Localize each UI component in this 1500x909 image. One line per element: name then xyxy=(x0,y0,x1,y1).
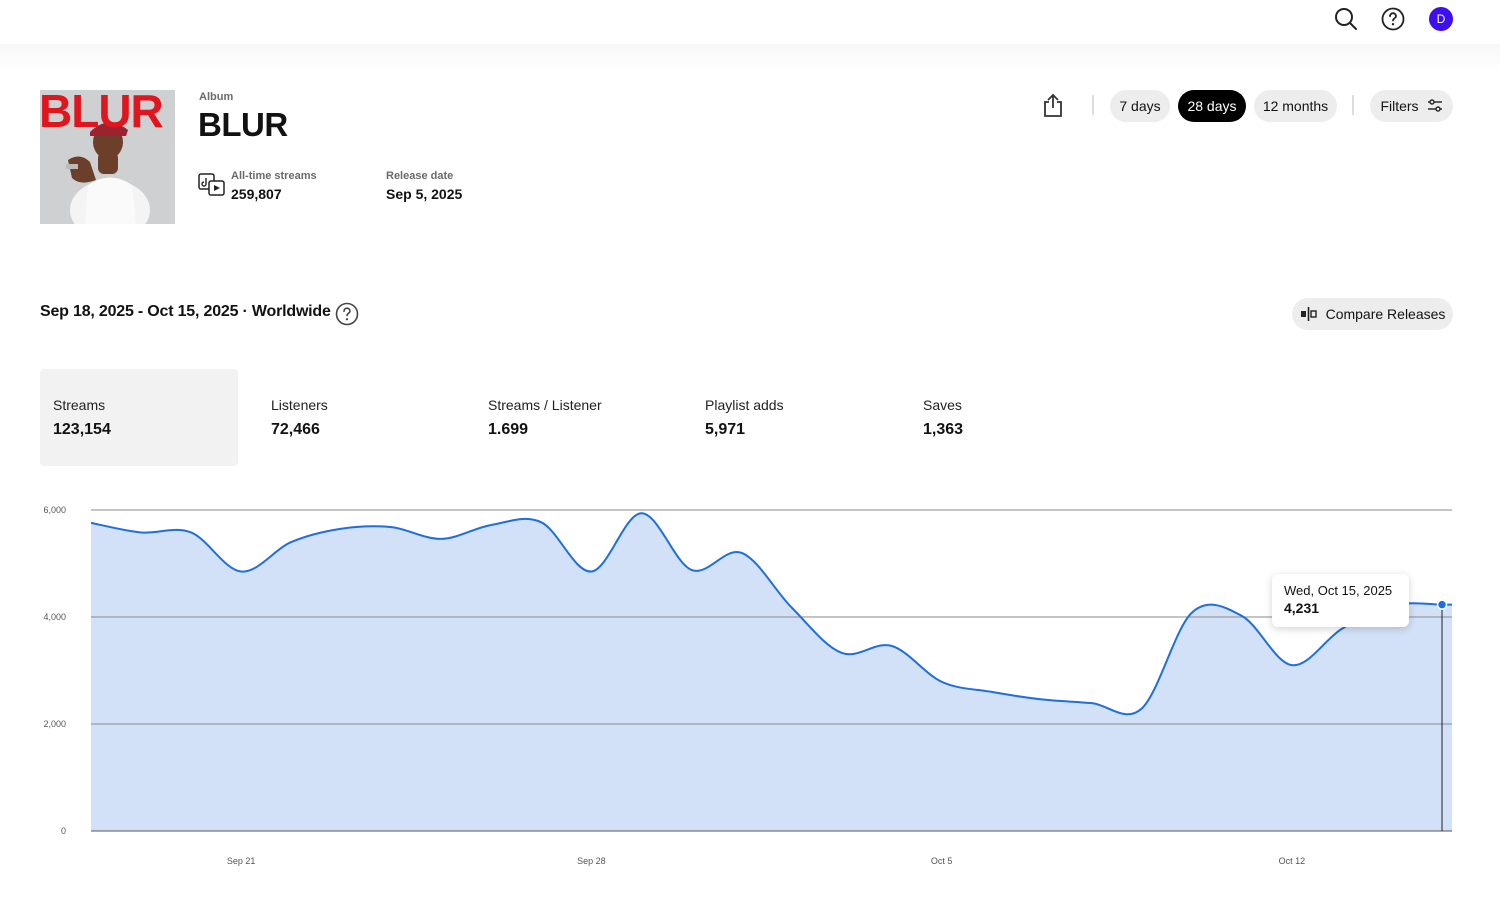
stat-value: 1,363 xyxy=(923,421,964,438)
compare-releases-label: Compare Releases xyxy=(1325,306,1446,322)
date-range-title: Sep 18, 2025 - Oct 15, 2025 · Worldwide xyxy=(40,303,331,320)
divider xyxy=(1352,95,1354,115)
series-area xyxy=(91,513,1452,831)
divider xyxy=(1092,95,1094,115)
stat-label: Saves xyxy=(923,397,962,413)
hover-point xyxy=(1436,599,1448,610)
range-7-days-button[interactable]: 7 days xyxy=(1110,90,1170,122)
stat-value: 5,971 xyxy=(705,421,746,438)
x-tick-label: Oct 5 xyxy=(931,856,953,866)
all-time-streams-label: All-time streams xyxy=(231,170,317,182)
x-tick-label: Sep 21 xyxy=(227,856,256,866)
header-band xyxy=(0,44,1500,72)
chart-tooltip: Wed, Oct 15, 2025 4,231 xyxy=(1272,574,1409,627)
top-bar xyxy=(0,0,1500,44)
search-icon[interactable] xyxy=(1333,6,1359,32)
page-title: BLUR xyxy=(198,106,288,143)
x-tick-label: Oct 12 xyxy=(1279,856,1306,866)
compare-icon xyxy=(1300,307,1317,321)
stat-label: Streams xyxy=(53,397,106,413)
y-tick-label: 2,000 xyxy=(43,719,66,729)
filters-button[interactable]: Filters xyxy=(1370,90,1453,122)
stat-value: 1.699 xyxy=(488,421,529,438)
compare-releases-button[interactable]: Compare Releases xyxy=(1292,298,1453,330)
series-line xyxy=(90,512,1452,716)
stat-label: Playlist adds xyxy=(705,397,784,413)
stat-value: 72,466 xyxy=(271,421,320,438)
share-icon[interactable] xyxy=(1040,92,1066,118)
range-12-months-button[interactable]: 12 months xyxy=(1254,90,1337,122)
range-28-days-button[interactable]: 28 days xyxy=(1178,90,1246,122)
stat-label: Streams / Listener xyxy=(488,397,602,413)
help-icon[interactable] xyxy=(335,302,359,326)
release-date-value: Sep 5, 2025 xyxy=(386,186,463,202)
y-tick-label: 4,000 xyxy=(43,612,66,622)
album-cover: BLUR xyxy=(40,90,175,224)
streams-chart[interactable]: 0 2,000 4,000 6,000 Sep 21 Sep 28 Oct 5 Oct 12 xyxy=(0,490,1500,880)
filters-label: Filters xyxy=(1380,98,1419,114)
help-icon[interactable] xyxy=(1380,6,1406,32)
sliders-icon xyxy=(1427,99,1442,112)
avatar[interactable]: D xyxy=(1429,7,1453,31)
all-time-streams-value: 259,807 xyxy=(231,186,282,202)
y-tick-label: 6,000 xyxy=(43,505,66,515)
release-date-label: Release date xyxy=(386,170,454,182)
y-tick-label: 0 xyxy=(61,826,66,836)
tooltip-value: 4,231 xyxy=(1284,600,1320,616)
entity-type: Album xyxy=(199,91,234,103)
cover-title: BLUR xyxy=(40,90,164,137)
tooltip-date: Wed, Oct 15, 2025 xyxy=(1284,583,1393,598)
stat-value: 123,154 xyxy=(53,421,111,438)
x-tick-label: Sep 28 xyxy=(577,856,606,866)
stat-saves[interactable]: Saves 1,363 xyxy=(910,369,1108,466)
stat-streams-per-listener[interactable]: Streams / Listener 1.699 xyxy=(475,369,673,466)
stat-listeners[interactable]: Listeners 72,466 xyxy=(258,369,456,466)
stat-streams[interactable]: Streams 123,154 xyxy=(40,369,238,466)
stat-playlist-adds[interactable]: Playlist adds 5,971 xyxy=(692,369,890,466)
stat-label: Listeners xyxy=(271,397,328,413)
streams-icon xyxy=(198,173,225,196)
